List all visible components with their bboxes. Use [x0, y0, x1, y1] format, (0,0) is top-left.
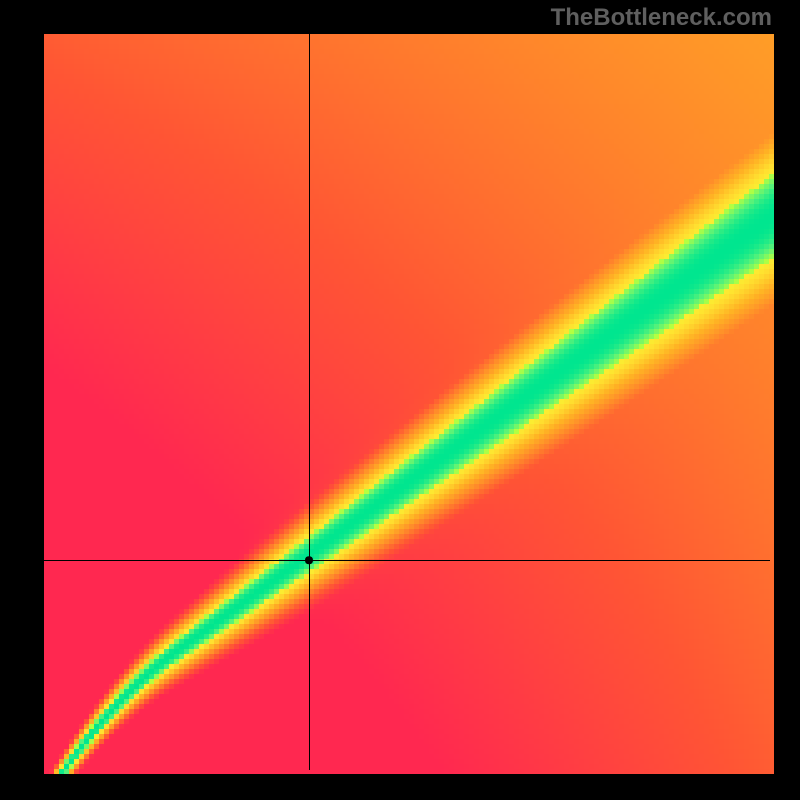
heatmap-canvas [0, 0, 800, 800]
chart-container: TheBottleneck.com [0, 0, 800, 800]
watermark-text: TheBottleneck.com [551, 4, 772, 32]
